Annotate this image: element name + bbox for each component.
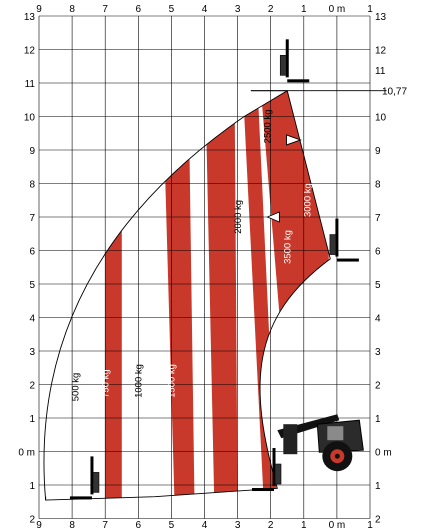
y-tick-label-right: 3 <box>375 347 381 358</box>
y-tick-label-right: 6 <box>375 247 381 258</box>
cab-window-icon <box>327 426 344 441</box>
y-tick-label-left: 1 <box>29 481 35 492</box>
x-tick-label-bottom: 1 <box>301 520 307 531</box>
wheel-bolt-icon <box>334 453 340 459</box>
telehandler-icon <box>277 414 364 472</box>
zone-marker-triangle <box>286 134 302 146</box>
x-tick-label-bottom: 4 <box>202 520 208 531</box>
y-tick-label-left: 7 <box>29 213 35 224</box>
y-tick-label-right: 7 <box>375 213 381 224</box>
y-tick-label-left: 4 <box>29 314 35 325</box>
load-zone-label: 3000 kg <box>302 183 313 217</box>
x-tick-label-bottom: 2 <box>268 520 274 531</box>
load-zone-label: 500 kg <box>71 373 82 402</box>
y-tick-label-left: 13 <box>24 12 36 23</box>
x-tick-label-bottom: 7 <box>102 520 108 531</box>
x-tick-label-top: 1 <box>301 4 307 15</box>
x-tick-label-top: 6 <box>136 4 142 15</box>
y-tick-label-right: 5 <box>375 280 381 291</box>
fork-icon <box>252 448 282 492</box>
y-tick-label-left: 5 <box>29 280 35 291</box>
fork-icon <box>279 39 310 83</box>
fork-icons <box>69 39 359 500</box>
load-zone-stripe <box>161 90 195 501</box>
y-tick-label-left: 12 <box>24 46 36 57</box>
x-tick-label-bottom: 3 <box>235 520 241 531</box>
zone-markers <box>266 134 302 223</box>
y-tick-label-right: 2 <box>375 381 381 392</box>
y-tick-label-right: 13 <box>375 12 387 23</box>
y-tick-label-right: 10 <box>375 113 387 124</box>
max-height-label: 10,77 <box>382 87 407 98</box>
x-tick-label-top: 5 <box>169 4 175 15</box>
y-tick-label-left: 2 <box>29 381 35 392</box>
x-tick-label-top: 9 <box>36 4 42 15</box>
y-tick-label-left: 6 <box>29 247 35 258</box>
x-tick-label-bottom: 0 m <box>329 520 346 531</box>
y-tick-label-right: 12 <box>375 46 387 57</box>
y-tick-label-left: 1 <box>29 414 35 425</box>
x-tick-label-top: 8 <box>69 4 75 15</box>
load-zone-labels: 500 kg 750 kg 1000 kg 1500 kg 2000 kg 2500 kg… <box>71 109 314 401</box>
y-tick-label-left: 2 <box>29 515 35 526</box>
y-tick-label-right: 1 <box>375 414 381 425</box>
y-tick-label-left: 11 <box>25 79 36 90</box>
x-tick-label-bottom: 1 <box>367 520 373 531</box>
y-tick-label-right: 9 <box>375 146 381 157</box>
y-tick-label-right: 4 <box>375 314 381 325</box>
zone-marker-triangle <box>266 211 280 223</box>
load-zone-stripe <box>204 90 238 501</box>
x-tick-label-bottom: 8 <box>69 520 75 531</box>
x-tick-label-top: 2 <box>268 4 274 15</box>
x-tick-label-bottom: 6 <box>136 520 142 531</box>
load-zone-label: 2500 kg <box>263 109 274 143</box>
load-zone-label: 750 kg <box>101 369 112 398</box>
y-tick-label-left: 9 <box>29 146 35 157</box>
load-zone-stripe <box>105 90 122 501</box>
load-zone-label: 1000 kg <box>134 364 145 398</box>
x-tick-label-top: 1 <box>367 4 373 15</box>
y-tick-label-left: 8 <box>29 180 35 191</box>
fork-icon <box>329 218 359 262</box>
x-tick-label-top: 7 <box>102 4 108 15</box>
y-tick-label-left: 0 m <box>18 448 35 459</box>
x-tick-label-bottom: 9 <box>36 520 42 531</box>
x-tick-label-top: 4 <box>202 4 208 15</box>
x-tick-label-top: 0 m <box>329 4 346 15</box>
load-zone-label: 1500 kg <box>167 364 178 398</box>
y-tick-label-right: 8 <box>375 180 381 191</box>
y-tick-label-right: 11 <box>375 66 386 77</box>
y-tick-label-right: 1 <box>375 481 381 492</box>
x-tick-label-top: 3 <box>235 4 241 15</box>
y-tick-label-right: 0 m <box>375 448 392 459</box>
y-tick-label-right: 2 <box>375 515 381 526</box>
load-zone-label: 2000 kg <box>233 200 244 234</box>
x-tick-label-bottom: 5 <box>169 520 175 531</box>
fork-icon <box>69 456 100 500</box>
y-tick-label-left: 3 <box>29 347 35 358</box>
y-tick-label-left: 10 <box>24 113 36 124</box>
load-zone-label: 3500 kg <box>283 230 294 264</box>
carriage-icon <box>283 424 298 455</box>
